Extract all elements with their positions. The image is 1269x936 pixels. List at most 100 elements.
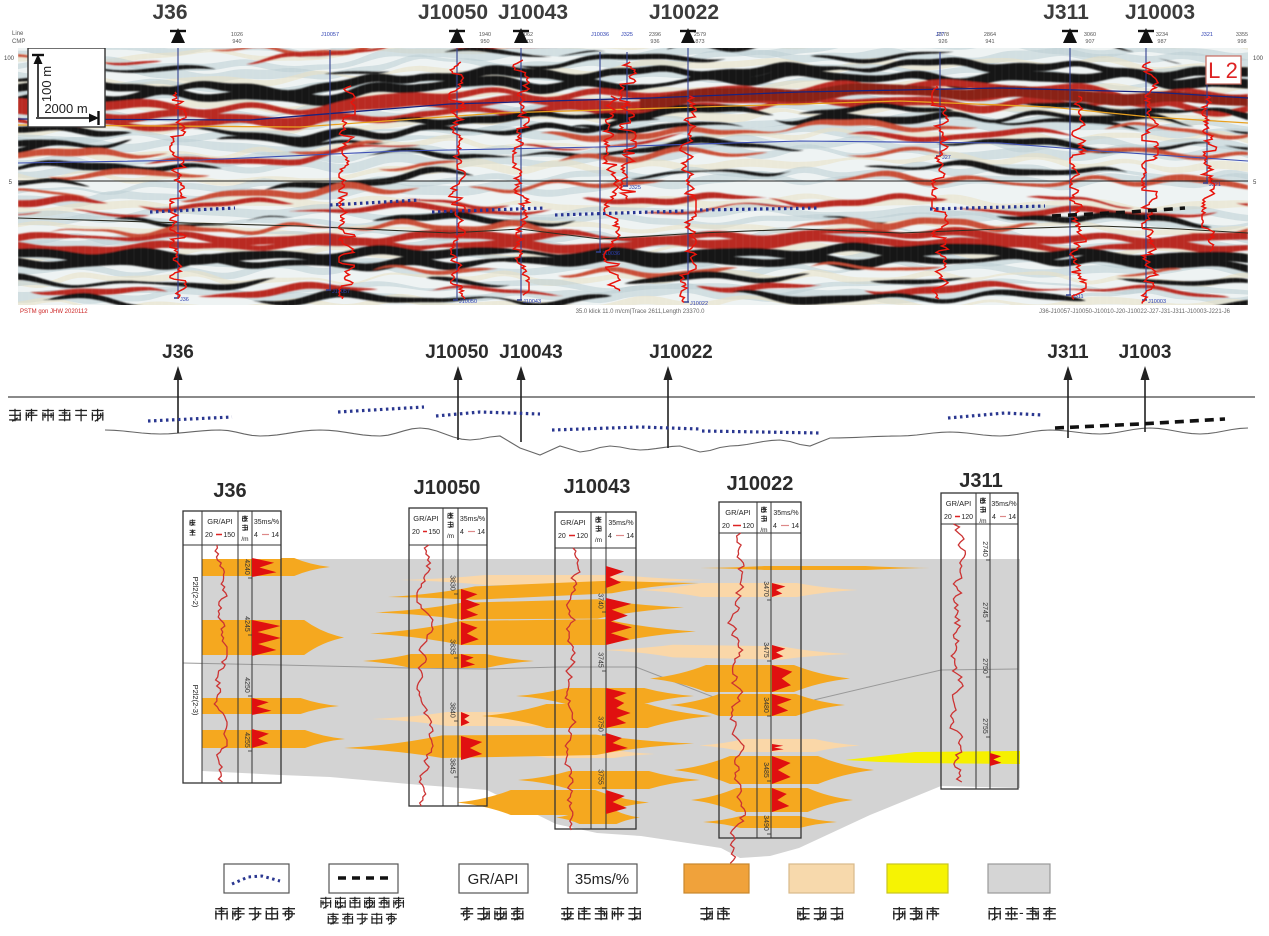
svg-text:3835: 3835 (449, 639, 456, 655)
svg-text:J10003: J10003 (1148, 299, 1166, 305)
svg-text:950: 950 (480, 39, 489, 45)
svg-text:14: 14 (271, 532, 279, 539)
svg-text:14: 14 (477, 529, 485, 536)
svg-text:J311: J311 (1047, 342, 1089, 363)
svg-text:4245: 4245 (243, 616, 250, 632)
svg-text:3475: 3475 (762, 642, 769, 658)
svg-text:J27: J27 (936, 32, 945, 38)
svg-text:120: 120 (961, 514, 973, 521)
svg-text:J10022: J10022 (649, 342, 712, 363)
svg-text:35ms/%: 35ms/% (608, 520, 633, 527)
svg-text:L 2: L 2 (1208, 58, 1238, 83)
svg-text:4250: 4250 (243, 677, 250, 693)
svg-text:Line: Line (12, 31, 24, 37)
svg-text:873: 873 (695, 39, 704, 45)
svg-text:J1003: J1003 (1119, 342, 1172, 363)
svg-text:2000 m: 2000 m (44, 101, 87, 116)
svg-text:J10022: J10022 (690, 301, 708, 307)
svg-text:/m: /m (760, 527, 767, 534)
svg-text:J10036: J10036 (602, 251, 620, 257)
svg-text:PSTM gon JHW 2020112: PSTM gon JHW 2020112 (20, 309, 88, 315)
svg-text:3480: 3480 (762, 697, 769, 713)
svg-text:J10003: J10003 (1125, 1, 1195, 24)
svg-text:J36-J10057-J10050-J10010-J20-J: J36-J10057-J10050-J10010-J20-J10022-J27-… (1039, 309, 1231, 315)
svg-text:J10050: J10050 (418, 1, 488, 24)
svg-text:3355: 3355 (1236, 32, 1248, 38)
svg-text:J10036: J10036 (591, 32, 609, 38)
svg-text:987: 987 (1157, 39, 1166, 45)
svg-text:2864: 2864 (984, 32, 996, 38)
svg-text:14: 14 (626, 533, 634, 540)
svg-text:4: 4 (254, 532, 258, 539)
svg-text:4: 4 (992, 514, 996, 521)
svg-text:3840: 3840 (449, 702, 456, 718)
svg-text:35ms/%: 35ms/% (991, 501, 1016, 508)
svg-text:3060: 3060 (1084, 32, 1096, 38)
svg-text:14: 14 (791, 523, 799, 530)
svg-text:3470: 3470 (762, 581, 769, 597)
svg-text:J10043: J10043 (523, 299, 541, 305)
svg-text:1026: 1026 (231, 32, 243, 38)
svg-text:J36: J36 (152, 1, 187, 24)
svg-text:20: 20 (722, 523, 730, 530)
svg-text:-: - (1019, 904, 1024, 920)
svg-text:/m: /m (979, 518, 986, 525)
svg-text:941: 941 (985, 39, 994, 45)
svg-text:5: 5 (1253, 180, 1257, 186)
svg-text:GR/API: GR/API (946, 499, 971, 508)
svg-text:J10043: J10043 (564, 476, 631, 498)
svg-text:926: 926 (938, 39, 947, 45)
svg-text:GR/API: GR/API (413, 514, 438, 523)
svg-text:2778: 2778 (937, 32, 949, 38)
svg-text:100: 100 (1253, 56, 1264, 62)
svg-text:J10050: J10050 (459, 299, 477, 305)
svg-text:J36: J36 (162, 342, 194, 363)
svg-text:20: 20 (412, 529, 420, 536)
svg-text:2396: 2396 (649, 32, 661, 38)
svg-text:/m: /m (447, 533, 454, 540)
svg-text:4: 4 (773, 523, 777, 530)
svg-text:35ms/%: 35ms/% (254, 519, 279, 526)
svg-text:2740: 2740 (981, 541, 988, 557)
svg-text:4: 4 (608, 533, 612, 540)
svg-text:2755: 2755 (981, 718, 988, 734)
svg-text:3234: 3234 (1156, 32, 1168, 38)
svg-text:J325: J325 (629, 185, 641, 191)
svg-text:20: 20 (944, 514, 952, 521)
svg-text:3845: 3845 (449, 758, 456, 774)
svg-text:936: 936 (650, 39, 659, 45)
svg-text:CMP: CMP (12, 39, 25, 45)
svg-text:J36: J36 (180, 297, 189, 303)
svg-text:J36: J36 (213, 480, 246, 502)
svg-text:GR/API: GR/API (560, 518, 585, 527)
svg-text:J311: J311 (959, 470, 1002, 492)
svg-text:J10057: J10057 (332, 289, 350, 295)
svg-text:J27: J27 (942, 155, 951, 161)
svg-text:150: 150 (223, 532, 235, 539)
svg-text:150: 150 (428, 529, 440, 536)
svg-text:35ms/%: 35ms/% (575, 871, 629, 888)
svg-text:J10043: J10043 (499, 342, 562, 363)
svg-text:3755: 3755 (597, 769, 604, 785)
svg-text:J10057: J10057 (321, 32, 339, 38)
svg-text:J321: J321 (1201, 32, 1213, 38)
svg-text:3740: 3740 (597, 593, 604, 609)
svg-text:1940: 1940 (479, 32, 491, 38)
svg-text:/m: /m (595, 537, 602, 544)
svg-text:3830: 3830 (449, 575, 456, 591)
svg-text:3490: 3490 (762, 815, 769, 831)
svg-text:4240: 4240 (243, 559, 250, 575)
svg-text:5: 5 (9, 180, 13, 186)
svg-text:P2l2(2-2): P2l2(2-2) (191, 577, 200, 608)
svg-text:20: 20 (558, 533, 566, 540)
svg-text:3745: 3745 (597, 652, 604, 668)
svg-text:J10022: J10022 (727, 473, 794, 495)
svg-text:907: 907 (1085, 39, 1094, 45)
svg-text:P2l2(2-3): P2l2(2-3) (191, 685, 200, 716)
svg-text:998: 998 (1237, 39, 1246, 45)
svg-text:J10022: J10022 (649, 1, 719, 24)
svg-text:120: 120 (576, 533, 588, 540)
svg-text:J311: J311 (1043, 1, 1089, 24)
svg-text:2579: 2579 (694, 32, 706, 38)
svg-text:4: 4 (460, 529, 464, 536)
